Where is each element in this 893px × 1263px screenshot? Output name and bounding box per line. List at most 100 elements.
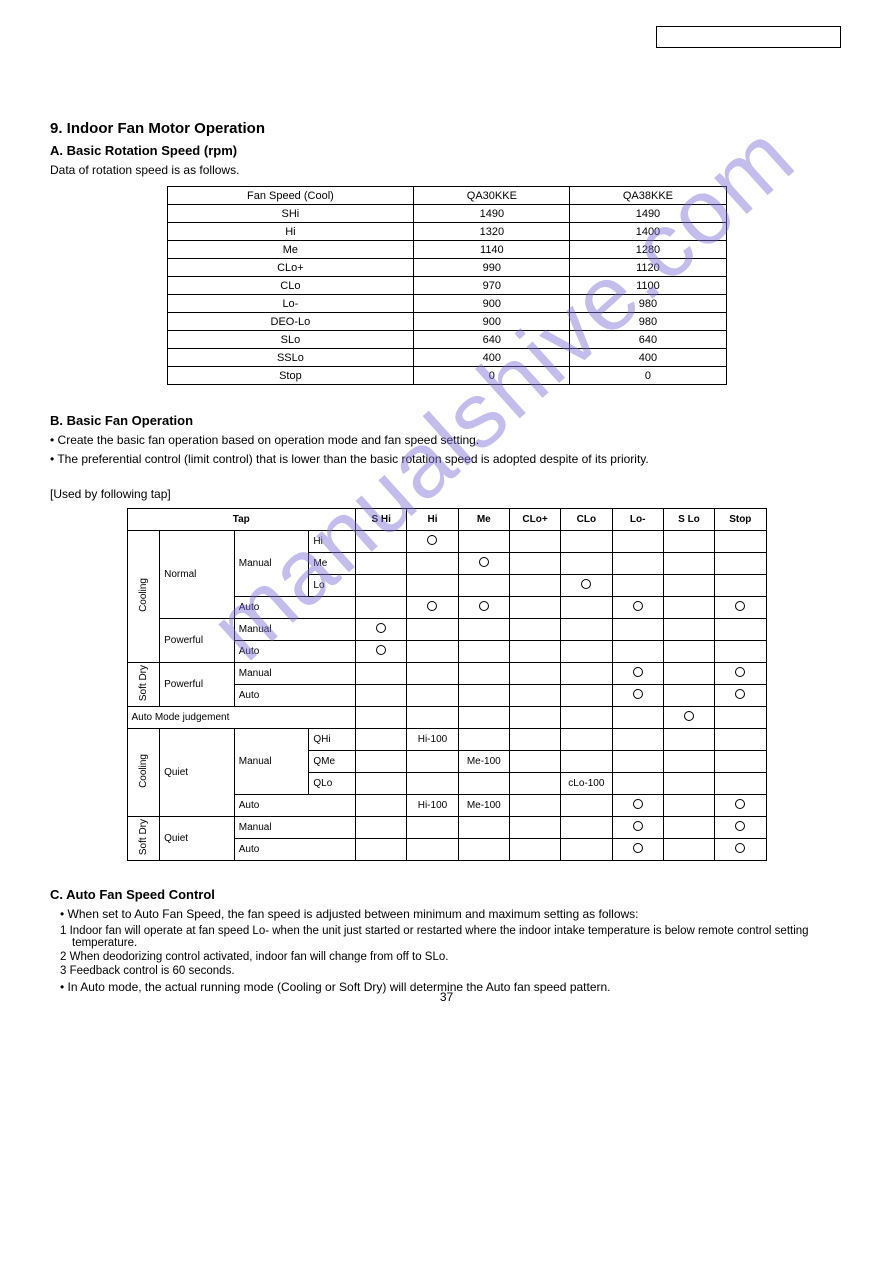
fan-cell xyxy=(356,596,407,618)
fan-cell xyxy=(612,684,663,706)
fan-cell xyxy=(663,640,714,662)
fan-cell xyxy=(663,618,714,640)
fan-cell xyxy=(356,662,407,684)
fan-cell xyxy=(612,574,663,596)
fan-header: Hi xyxy=(407,508,458,530)
fan-cell xyxy=(356,640,407,662)
fan-cell xyxy=(458,684,509,706)
fan-cell: Soft Dry xyxy=(127,816,160,860)
fan-cell xyxy=(561,750,612,772)
table-cell: 640 xyxy=(570,331,726,349)
sub-b: B. Basic Fan Operation • Create the basi… xyxy=(50,413,843,861)
fan-cell xyxy=(509,728,560,750)
table-cell: SLo xyxy=(167,331,414,349)
fan-header: CLo+ xyxy=(509,508,560,530)
spec-table: Fan Speed (Cool)QA30KKEQA38KKE SHi149014… xyxy=(167,186,727,385)
table-cell: SSLo xyxy=(167,349,414,367)
fan-cell xyxy=(715,706,766,728)
table-cell: 1400 xyxy=(570,223,726,241)
fan-cell xyxy=(509,706,560,728)
fan-cell xyxy=(715,640,766,662)
fan-cell xyxy=(663,530,714,552)
fan-header: Me xyxy=(458,508,509,530)
fan-cell xyxy=(458,618,509,640)
fan-cell xyxy=(356,772,407,794)
fan-table: TapS HiHiMeCLo+CLoLo-S LoStop CoolingNor… xyxy=(127,508,767,861)
table-row: SSLo400400 xyxy=(167,349,726,367)
sub-a-title: A. Basic Rotation Speed (rpm) xyxy=(50,143,843,158)
fan-cell: QLo xyxy=(309,772,356,794)
fan-cell: Manual xyxy=(234,728,309,794)
fan-cell xyxy=(715,816,766,838)
sub-c: C. Auto Fan Speed Control • When set to … xyxy=(50,887,843,995)
list-item: 3 Feedback control is 60 seconds. xyxy=(72,965,843,977)
circle-icon xyxy=(735,821,745,831)
circle-icon xyxy=(735,799,745,809)
fan-cell xyxy=(561,684,612,706)
fan-cell xyxy=(356,794,407,816)
fan-cell xyxy=(715,618,766,640)
fan-cell xyxy=(561,662,612,684)
table-cell: Me xyxy=(167,241,414,259)
table-row: SLo640640 xyxy=(167,331,726,349)
fan-cell xyxy=(509,618,560,640)
auto-bullet-list: 1 Indoor fan will operate at fan speed L… xyxy=(50,925,843,977)
table-row: SHi14901490 xyxy=(167,205,726,223)
table-row: CLo9701100 xyxy=(167,277,726,295)
fan-cell xyxy=(407,596,458,618)
fan-cell xyxy=(356,838,407,860)
circle-icon xyxy=(479,557,489,567)
table-cell: 0 xyxy=(414,367,570,385)
fan-cell xyxy=(561,552,612,574)
fan-cell xyxy=(663,816,714,838)
fan-cell xyxy=(561,574,612,596)
fan-cell xyxy=(715,530,766,552)
fan-cell xyxy=(407,838,458,860)
fan-cell xyxy=(561,596,612,618)
fan-cell xyxy=(663,750,714,772)
fan-cell xyxy=(715,838,766,860)
table-cell: CLo xyxy=(167,277,414,295)
fan-cell xyxy=(663,794,714,816)
fan-cell xyxy=(458,662,509,684)
fan-header: CLo xyxy=(561,508,612,530)
fan-cell xyxy=(407,640,458,662)
fan-header: S Lo xyxy=(663,508,714,530)
fan-cell: Manual xyxy=(234,662,355,684)
fan-cell xyxy=(663,684,714,706)
fan-cell xyxy=(356,530,407,552)
table-cell: 1100 xyxy=(570,277,726,295)
fan-cell xyxy=(715,684,766,706)
fan-cell: QMe xyxy=(309,750,356,772)
table-cell: DEO-Lo xyxy=(167,313,414,331)
table-cell: 640 xyxy=(414,331,570,349)
fan-cell xyxy=(458,530,509,552)
fan-cell: Me-100 xyxy=(458,794,509,816)
fan-cell xyxy=(612,750,663,772)
circle-icon xyxy=(735,843,745,853)
circle-icon xyxy=(633,601,643,611)
fan-cell xyxy=(715,574,766,596)
fan-cell: Soft Dry xyxy=(127,662,160,706)
table-cell: 1280 xyxy=(570,241,726,259)
fan-cell xyxy=(458,838,509,860)
fan-cell xyxy=(458,574,509,596)
fan-cell xyxy=(458,552,509,574)
circle-icon xyxy=(633,667,643,677)
sub-b-p1: • Create the basic fan operation based o… xyxy=(50,432,843,448)
fan-cell xyxy=(663,662,714,684)
fan-cell xyxy=(715,750,766,772)
fan-cell xyxy=(356,618,407,640)
circle-icon xyxy=(735,601,745,611)
fan-cell xyxy=(356,816,407,838)
fan-cell: Cooling xyxy=(127,728,160,816)
fan-cell xyxy=(356,706,407,728)
fan-cell: Me xyxy=(309,552,356,574)
fan-cell xyxy=(612,838,663,860)
fan-cell xyxy=(458,772,509,794)
sub-c-title: C. Auto Fan Speed Control xyxy=(50,887,843,902)
fan-cell xyxy=(612,662,663,684)
fan-cell xyxy=(715,728,766,750)
circle-icon xyxy=(427,601,437,611)
table-row: Me11401280 xyxy=(167,241,726,259)
